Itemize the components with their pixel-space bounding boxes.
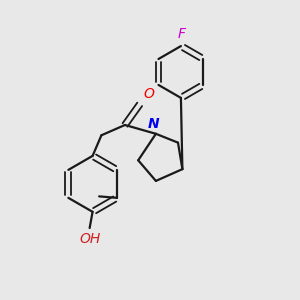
Text: OH: OH [79,232,100,246]
Text: F: F [178,27,185,41]
Text: N: N [148,117,159,131]
Text: O: O [143,87,154,101]
